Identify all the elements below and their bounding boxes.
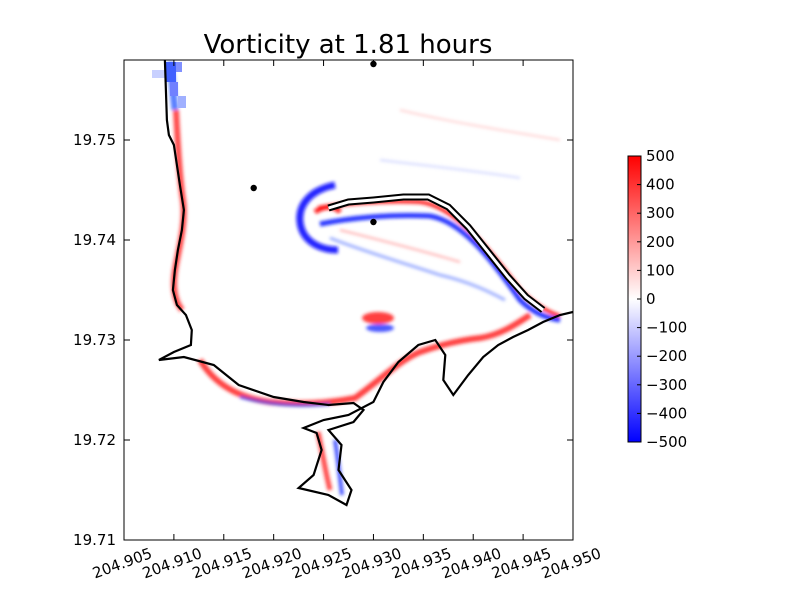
y-tick-label: 19.74	[73, 231, 116, 249]
breakwater-fill	[328, 195, 545, 312]
colorbar-tick-label: 200	[646, 233, 675, 251]
coastline-layer	[158, 60, 573, 507]
vortex-blue-arc	[296, 181, 339, 254]
colorbar-tick-label: 0	[646, 290, 656, 308]
chart-title: Vorticity at 1.81 hours	[204, 30, 493, 60]
harbor-red-band	[315, 431, 333, 491]
y-axis: 19.71 19.72 19.73 19.74 19.75	[73, 131, 573, 549]
colorbar-tick-label: 100	[646, 261, 675, 279]
colorbar-tick-label: 400	[646, 176, 675, 194]
offshore-faint-blue	[379, 159, 521, 179]
breakwater-blue-band	[319, 212, 561, 323]
axes-frame	[123, 59, 574, 541]
gauge-markers	[250, 60, 377, 226]
gauge-point	[370, 218, 377, 226]
colorbar-tick-label: 300	[646, 204, 675, 222]
y-tick-label: 19.72	[73, 431, 116, 449]
y-tick-label: 19.71	[73, 531, 116, 549]
offshore-faint-red	[399, 109, 561, 141]
vortex-tail-blue	[329, 236, 506, 302]
colorbar-ticks: 500 400 300 200 100 0 −100 −200 −300 −400 −500	[637, 147, 687, 451]
y-tick-label: 19.73	[73, 331, 116, 349]
gauge-point	[250, 184, 257, 192]
colorbar: 500 400 300 200 100 0 −100 −200 −300 −400 −500	[627, 147, 687, 451]
y-tick-label: 19.75	[73, 131, 116, 149]
top-left-pixel-blocks	[152, 62, 186, 108]
vortex-tail-red	[339, 229, 461, 263]
blue-patch	[366, 324, 394, 332]
colorbar-tick-label: −500	[646, 433, 687, 451]
colorbar-tick-label: −100	[646, 319, 687, 337]
colorbar-tick-label: −300	[646, 376, 687, 394]
colorbar-tick-label: −400	[646, 404, 687, 422]
colorbar-tick-label: −200	[646, 347, 687, 365]
red-patch	[362, 312, 394, 324]
coastline	[158, 60, 573, 507]
plot-background	[124, 60, 573, 540]
colorbar-tick-label: 500	[646, 147, 675, 165]
